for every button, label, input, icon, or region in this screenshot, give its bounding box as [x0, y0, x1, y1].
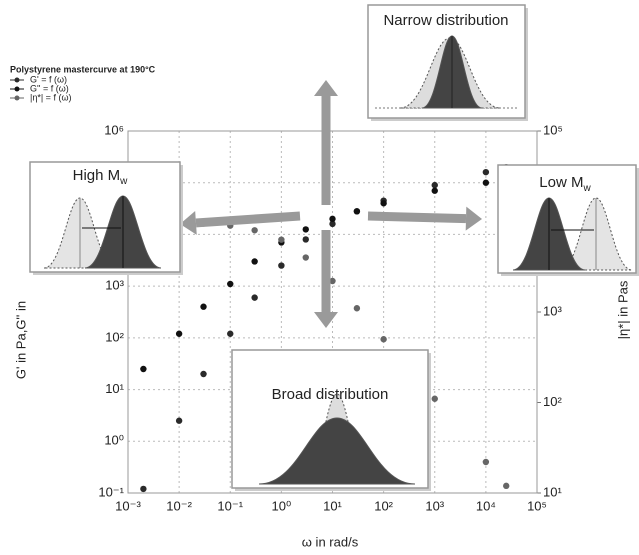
inset: Narrow distribution: [367, 4, 528, 121]
y-tick-label: 10⁰: [104, 433, 124, 448]
data-point: [227, 280, 234, 288]
legend-marker: [14, 86, 20, 92]
plot-frame: [127, 130, 538, 494]
data-point: [329, 220, 336, 228]
data-point: [380, 200, 387, 207]
data-point: [200, 303, 207, 310]
arrow-head: [465, 206, 482, 231]
data-point: [482, 168, 490, 176]
legend-marker: [14, 95, 20, 101]
data-point: [482, 458, 490, 466]
data-point: [353, 208, 361, 215]
data-point: [251, 294, 258, 301]
data-point: [278, 262, 285, 269]
legend-marker: [14, 77, 20, 83]
data-point: [140, 365, 147, 373]
data-point: [431, 395, 438, 402]
arrow-shaft: [367, 211, 467, 224]
data-point: [329, 277, 336, 285]
arrow-head: [314, 80, 338, 96]
arrow-shaft: [195, 211, 301, 228]
y2-tick-label: 10⁵: [543, 122, 563, 137]
y-tick-label: 10⁻¹: [98, 484, 124, 499]
data-point: [175, 417, 183, 424]
data-point: [140, 485, 147, 493]
arrow-head: [180, 210, 197, 235]
y-tick-label: 10⁶: [104, 122, 124, 137]
x-tick-label: 10⁻³: [115, 498, 141, 513]
y2-axis-label: |η*| in Pas: [615, 280, 630, 339]
inset: High Mw: [29, 161, 183, 275]
data-point: [200, 370, 207, 378]
y-tick-label: 10¹: [105, 381, 124, 396]
inset-title-subscript: w: [582, 183, 591, 194]
data-point: [175, 330, 183, 337]
data-point: [278, 236, 285, 243]
inset: Broad distribution: [231, 349, 431, 491]
x-axis-label: ω in rad/s: [302, 534, 359, 549]
arrow-head: [314, 312, 338, 328]
inset-title: Narrow distribution: [383, 12, 508, 29]
y-tick-label: 10²: [105, 329, 124, 344]
x-tick-label: 10⁵: [527, 498, 547, 513]
data-point: [302, 236, 309, 243]
data-point: [380, 336, 387, 343]
legend-label: |η*| = f (ω): [30, 92, 71, 102]
inset-title-text: Narrow distribution: [383, 12, 508, 29]
data-point: [431, 187, 438, 194]
x-tick-label: 10⁻²: [166, 498, 192, 513]
y2-tick-label: 10³: [543, 303, 562, 318]
inset: Low Mw: [497, 164, 639, 276]
data-point: [503, 482, 510, 490]
data-point: [482, 179, 490, 186]
data-point: [329, 215, 336, 223]
x-tick-label: 10⁴: [476, 498, 496, 513]
inset-title: Low Mw: [539, 174, 591, 194]
inset-title-text: High M: [73, 167, 121, 184]
inset-title-subscript: w: [119, 176, 128, 187]
data-point: [251, 227, 258, 234]
legend-label: G' = f (ω): [30, 74, 67, 84]
x-tick-label: 10³: [425, 498, 444, 513]
data-point: [251, 258, 258, 265]
inset-title-text: Broad distribution: [272, 386, 389, 403]
inset-title: Broad distribution: [272, 386, 389, 403]
data-point: [227, 330, 234, 337]
distribution-curve: [258, 417, 416, 485]
x-tick-label: 10⁰: [272, 498, 292, 513]
legend-title: Polystyrene mastercurve at 190°C: [10, 64, 156, 74]
x-tick-label: 10²: [374, 498, 393, 513]
y2-tick-label: 10¹: [543, 484, 562, 499]
legend-label: G'' = f (ω): [30, 83, 69, 93]
data-point: [431, 181, 438, 189]
inset-title: High Mw: [73, 167, 129, 187]
y-axis-label: G' in Pa,G'' in: [13, 301, 28, 379]
x-tick-label: 10¹: [323, 498, 342, 513]
data-point: [302, 254, 309, 261]
data-point: [302, 226, 309, 233]
y2-tick-label: 10²: [543, 394, 562, 409]
data-point: [353, 305, 361, 312]
x-tick-label: 10⁻¹: [217, 498, 243, 513]
y-tick-label: 10³: [105, 278, 124, 293]
inset-title-text: Low M: [539, 174, 583, 191]
